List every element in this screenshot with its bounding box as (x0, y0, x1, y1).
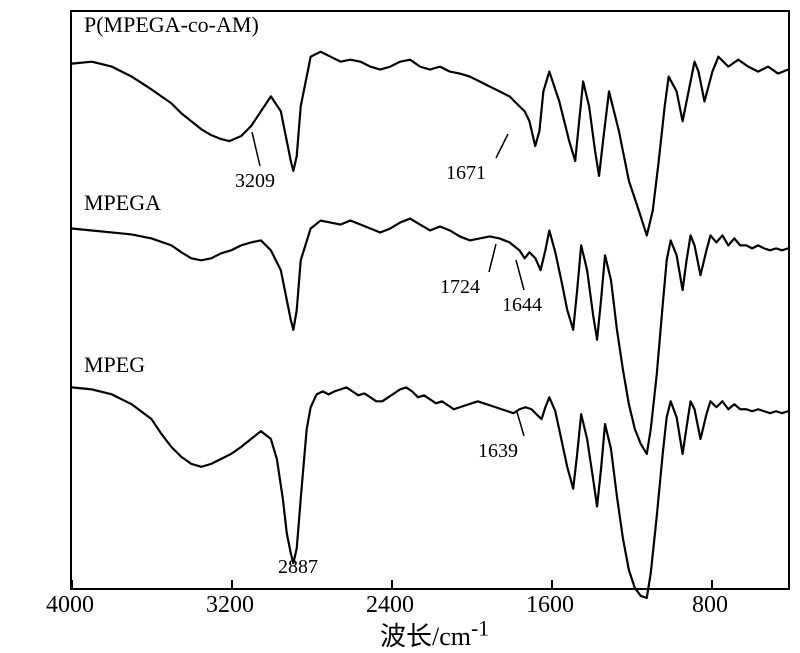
x-tick-label: 3200 (206, 592, 254, 619)
x-tick-label: 1600 (526, 592, 574, 619)
x-tick-label: 800 (692, 592, 728, 619)
x-axis-title-sup: -1 (471, 616, 489, 640)
peak-leader-1639 (517, 412, 524, 436)
peak-label-1724: 1724 (440, 276, 480, 299)
peak-label-3209: 3209 (235, 170, 275, 193)
peak-label-1639: 1639 (478, 440, 518, 463)
peak-label-1644: 1644 (502, 294, 542, 317)
peak-leader-1671 (496, 134, 508, 158)
x-tick-label: 2400 (366, 592, 414, 619)
annotation-lines (70, 10, 790, 590)
peak-leader-3209 (252, 132, 260, 166)
x-tick-label: 4000 (46, 592, 94, 619)
peak-leader-1644 (516, 260, 524, 290)
peak-leader-1724 (489, 244, 496, 272)
x-axis-title-text: 波长/cm (380, 622, 471, 651)
peak-label-2887: 2887 (278, 556, 318, 579)
x-axis-title: 波长/cm-1 (380, 616, 489, 653)
peak-label-1671: 1671 (446, 162, 486, 185)
